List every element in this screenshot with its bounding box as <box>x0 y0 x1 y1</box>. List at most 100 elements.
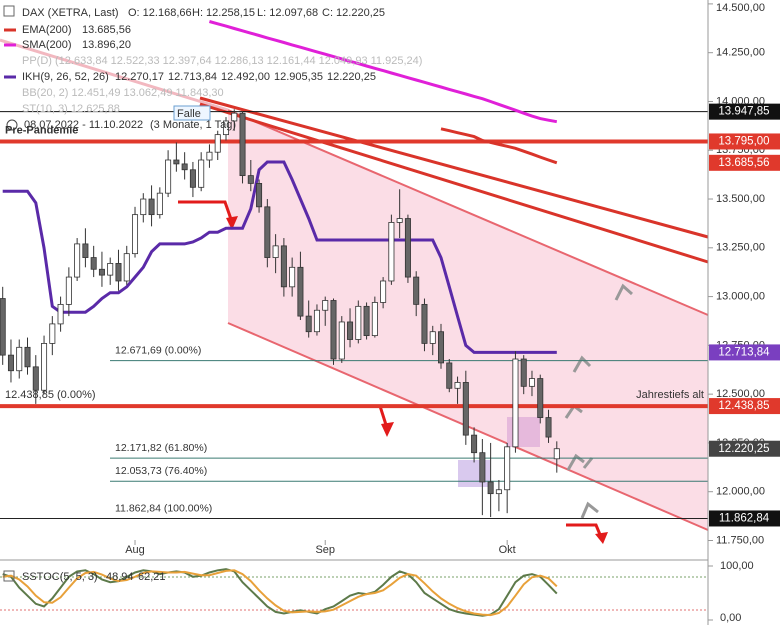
y-tick-label: 0,00 <box>720 612 741 624</box>
candle-body <box>165 159 172 194</box>
candle-body <box>462 382 469 436</box>
clock-icon <box>6 119 18 131</box>
candle-body <box>247 175 254 184</box>
legend-value: 12.905,35 <box>274 71 323 83</box>
candle-body <box>181 163 188 171</box>
y-tick-label: 14.500,00 <box>716 2 765 14</box>
candle-body <box>140 198 147 216</box>
candle-body <box>553 448 560 460</box>
legend-value: 12.270,17 <box>115 71 164 83</box>
candle-body <box>239 112 246 177</box>
trend-line <box>199 96 709 239</box>
legend-ohlc: L: 12.097,68 <box>257 7 318 19</box>
candle-body <box>32 366 39 391</box>
signal-icon <box>580 501 599 519</box>
price-tag-label: 13.795,00 <box>718 135 769 147</box>
legend-value: 12.492,00 <box>221 71 270 83</box>
price-tag-label: 13.947,85 <box>718 106 769 118</box>
candle-body <box>206 151 213 161</box>
signal-icon <box>614 283 633 301</box>
candle-body <box>57 303 64 325</box>
arrow-head <box>595 532 608 544</box>
date-range-note: (3 Monate, 1 Tag) <box>150 119 236 131</box>
stochastic-line <box>2 568 558 617</box>
price-tag <box>709 398 780 415</box>
fib-label: 11.862,84 (100.00%) <box>115 502 212 514</box>
legend-icon <box>3 5 15 17</box>
candle-body <box>454 382 461 389</box>
legend-inactive: PP(D) (12.633,84 12.522,33 12.397,64 12.… <box>22 55 422 67</box>
y-tick-label: 13.500,00 <box>716 193 765 205</box>
arrow <box>310 404 389 429</box>
candle-body <box>380 280 387 303</box>
price-tag <box>709 154 780 171</box>
candle-body <box>520 358 527 387</box>
legend-title: DAX (XETRA, Last) <box>22 7 119 19</box>
candle-body <box>421 303 428 344</box>
y-tick-label: 11.750,00 <box>716 534 764 546</box>
legend-ohlc: C: 12.220,25 <box>322 7 385 19</box>
candle-body <box>41 343 48 391</box>
level-note: Jahrestiefs alt <box>636 389 704 401</box>
stochastic-value: 48,94 <box>106 571 134 583</box>
candle-body <box>156 192 163 216</box>
price-tag-label: 12.220,25 <box>718 443 769 455</box>
legend-value: 12.713,84 <box>168 71 217 83</box>
candle-body <box>214 134 221 153</box>
candle-body <box>438 331 445 364</box>
legend-ohlc: O: 12.168,66 <box>128 7 192 19</box>
candle-body <box>429 331 436 344</box>
price-tag <box>709 133 780 150</box>
candle-body <box>49 323 56 344</box>
fib-label: 12.671,69 (0.00%) <box>115 344 201 356</box>
fib-label: 12.171,82 (61.80%) <box>115 442 207 454</box>
price-tag-label: 11.862,84 <box>719 513 770 525</box>
channel-top <box>227 109 709 316</box>
candle-body <box>222 120 229 136</box>
y-tick-label: 14.250,00 <box>716 47 765 59</box>
x-tick-label: Aug <box>125 544 145 556</box>
candle-body <box>82 243 89 258</box>
price-tag <box>709 344 780 361</box>
candle-body <box>264 206 271 258</box>
candle-body <box>173 159 180 165</box>
indicator-line <box>208 20 558 124</box>
y-tick-label: 12.000,00 <box>716 486 765 498</box>
price-tag-label: 13.685,56 <box>718 157 769 169</box>
candle-body <box>256 183 263 208</box>
candle-body <box>16 346 23 372</box>
highlight-box <box>507 417 540 447</box>
plot <box>0 20 708 545</box>
candle-body <box>289 266 296 288</box>
candle-body <box>107 263 114 276</box>
y-tick-label: 13.000,00 <box>716 290 765 302</box>
indicator-line <box>440 127 558 165</box>
legend-value: 13.896,20 <box>82 39 131 51</box>
candle-body <box>189 169 196 188</box>
candle-body <box>388 222 395 282</box>
candle-body <box>132 214 139 255</box>
date-range: 08.07.2022 - 11.10.2022 <box>24 119 143 131</box>
arrow-head <box>381 422 394 437</box>
candle-body <box>313 309 320 333</box>
candle-body <box>123 253 130 282</box>
candle-body <box>305 315 312 333</box>
legend-name: SMA(200) <box>22 39 72 51</box>
arrow-head <box>226 216 238 230</box>
annotation-box <box>173 105 211 121</box>
candle-body <box>198 159 205 188</box>
candle-body <box>347 321 354 340</box>
trend-channel <box>228 110 708 530</box>
candle-body <box>65 276 72 305</box>
candle-body <box>545 417 552 438</box>
candle-body <box>231 112 238 122</box>
legend-value: 12.220,25 <box>327 71 376 83</box>
arrow <box>178 200 234 223</box>
candle-body <box>355 305 362 340</box>
candle-body <box>471 434 478 454</box>
candle-body <box>330 300 337 360</box>
legend: DAX (XETRA, Last) O: 12.168,66 H: 12.258… <box>3 5 422 131</box>
candle-body <box>98 268 105 276</box>
indicator-line <box>2 160 557 354</box>
candle-body <box>537 378 544 418</box>
